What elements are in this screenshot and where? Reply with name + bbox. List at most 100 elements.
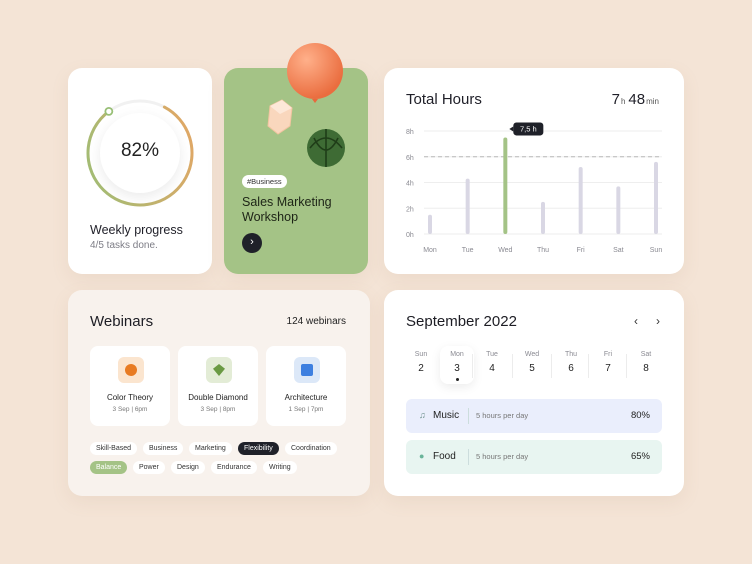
music-note-icon: ♫ [419, 410, 426, 420]
day-date: 8 [643, 363, 649, 374]
webinars-count: 124 webinars [286, 316, 346, 327]
calendar-day-thu[interactable]: Thu 6 [553, 351, 589, 374]
day-date: 3 [454, 363, 460, 374]
diamond-icon [206, 357, 232, 383]
y-tick-label: 0h [406, 232, 414, 239]
workshop-tag: #Business [242, 175, 287, 188]
tag-chip[interactable]: Writing [263, 461, 297, 474]
day-name: Wed [524, 351, 540, 358]
webinar-name: Architecture [284, 393, 328, 402]
webinar-datetime: 1 Sep | 7pm [288, 406, 324, 413]
progress-ring [86, 99, 194, 207]
x-tick-label: Sat [613, 247, 624, 254]
workshop-title: Sales Marketing Workshop [242, 195, 332, 224]
webinar-datetime: 3 Sep | 8pm [200, 406, 236, 413]
calendar-day-tue[interactable]: Tue 4 [474, 351, 510, 374]
tag-chip[interactable]: Marketing [189, 442, 232, 455]
balloon-icon [287, 43, 343, 103]
activity-hours: 5 hours per day [476, 411, 529, 420]
progress-subtitle: 4/5 tasks done. [90, 240, 158, 251]
tag-chip[interactable]: Business [143, 442, 184, 455]
activity-hours: 5 hours per day [476, 452, 529, 461]
webinar-item[interactable]: Architecture 1 Sep | 7pm [266, 346, 346, 426]
webinars-card: Webinars 124 webinars Color Theory 3 Sep … [68, 290, 370, 496]
hours-total: 7h 48min [612, 91, 662, 108]
hours-value: 7 [611, 91, 620, 108]
bar-sat [616, 186, 621, 234]
chevron-right-icon: › [250, 236, 254, 248]
day-name: Thu [564, 351, 578, 358]
day-name: Tue [486, 351, 498, 358]
hours-title: Total Hours [406, 91, 482, 108]
minutes-unit: min [646, 97, 659, 106]
calendar-day-fri[interactable]: Fri 7 [590, 351, 626, 374]
apple-icon: ● [419, 451, 425, 461]
activity-name: Music [433, 410, 460, 421]
workshop-card[interactable]: #Business Sales Marketing Workshop › [224, 68, 368, 274]
selected-day-highlight [440, 346, 474, 384]
webinar-item[interactable]: Double Diamond 3 Sep | 8pm [178, 346, 258, 426]
x-tick-label: Thu [537, 247, 549, 254]
day-separator [588, 354, 589, 378]
calendar-day-sun[interactable]: Sun 2 [403, 351, 439, 374]
tag-chip[interactable]: Power [133, 461, 165, 474]
activity-food[interactable]: ● Food 5 hours per day 65% [406, 440, 662, 474]
cube-icon-shape [301, 364, 313, 376]
x-tick-label: Wed [498, 247, 512, 254]
hours-bar-chart: 0h 2h 4h 6h 8h Mon Tue Wed 7,5 h Thu Fri Sat Sun [406, 122, 663, 254]
orange-sphere-icon [118, 357, 144, 383]
workshop-illustration [267, 99, 345, 167]
bar-tue [465, 178, 470, 234]
tooltip-box [513, 122, 544, 136]
webinar-datetime: 3 Sep | 6pm [112, 406, 148, 413]
weekly-progress-card: 82% Weekly progress 4/5 tasks done. [68, 68, 212, 274]
selected-day-dot [455, 378, 459, 381]
webinars-title: Webinars [90, 313, 154, 330]
chevron-left-icon[interactable]: ‹ [634, 314, 638, 328]
calendar-title: September 2022 [406, 313, 517, 330]
tooltip-label: 7,5 h [520, 124, 537, 133]
calendar-card: September 2022 ‹ › Sun 2 Mon 3 Tue 4 Wed 5 Thu 6 F… [384, 290, 684, 496]
day-name: Mon [450, 351, 464, 358]
day-date: 6 [568, 363, 574, 374]
y-tick-label: 2h [406, 206, 414, 213]
bar-thu [541, 201, 545, 234]
day-date: 4 [489, 363, 495, 374]
progress-percent: 82% [120, 140, 160, 161]
day-separator [512, 354, 513, 378]
progress-ring-handle [104, 106, 114, 116]
activity-divider [468, 408, 469, 424]
bar-sun [654, 161, 658, 234]
webinar-name: Color Theory [106, 393, 154, 402]
day-name: Fri [603, 351, 613, 358]
activity-percent: 80% [630, 410, 650, 421]
calendar-day-sat[interactable]: Sat 8 [628, 351, 664, 374]
y-tick-label: 6h [406, 155, 414, 162]
progress-title: Weekly progress [90, 223, 183, 237]
chevron-right-icon[interactable]: › [656, 314, 660, 328]
day-name: Sun [414, 351, 428, 358]
webinar-item[interactable]: Color Theory 3 Sep | 6pm [90, 346, 170, 426]
activity-percent: 65% [630, 451, 650, 462]
webinar-name: Double Diamond [188, 393, 248, 402]
calendar-day-mon[interactable]: Mon 3 [439, 351, 475, 374]
tag-chip[interactable]: Skill-Based [90, 442, 138, 455]
tag-chip[interactable]: Endurance [211, 461, 257, 474]
calendar-day-wed[interactable]: Wed 5 [514, 351, 550, 374]
day-separator [551, 354, 552, 378]
tag-chip[interactable]: Balance [90, 461, 128, 474]
x-tick-label: Sun [650, 247, 663, 254]
tag-chip[interactable]: Flexibility [238, 442, 279, 455]
activity-music[interactable]: ♫ Music 5 hours per day 80% [406, 399, 662, 433]
bar-fri [578, 167, 583, 234]
x-tick-label: Mon [423, 247, 437, 254]
hours-unit: h [620, 97, 626, 106]
diamond-icon-shape [213, 364, 225, 376]
activity-divider [468, 449, 469, 465]
workshop-open-button[interactable]: › [242, 233, 262, 253]
cube-icon [294, 357, 320, 383]
y-tick-label: 8h [406, 129, 414, 136]
total-hours-card: Total Hours 7h 48min 0h 2h 4h 6h 8h Mon Tue Wed 7… [384, 68, 684, 274]
tag-chip[interactable]: Coordination [285, 442, 337, 455]
tag-chip[interactable]: Design [171, 461, 205, 474]
